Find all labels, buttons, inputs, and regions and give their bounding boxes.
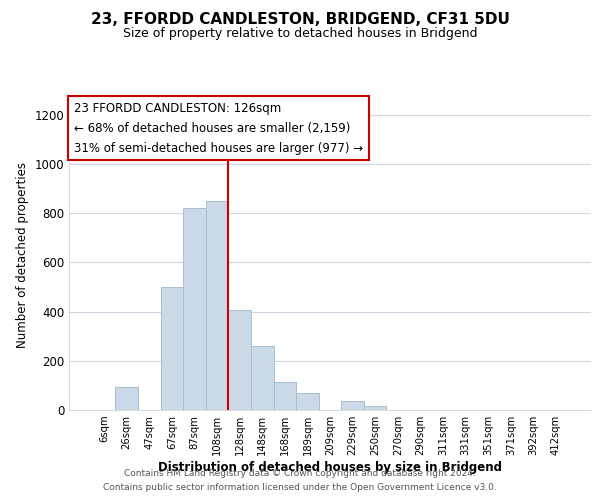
- Y-axis label: Number of detached properties: Number of detached properties: [16, 162, 29, 348]
- Bar: [251, 346, 274, 410]
- Bar: [296, 393, 319, 410]
- Text: Contains public sector information licensed under the Open Government Licence v3: Contains public sector information licen…: [103, 484, 497, 492]
- Bar: [183, 208, 206, 410]
- Bar: [161, 287, 183, 410]
- Bar: [229, 310, 251, 410]
- Text: 23, FFORDD CANDLESTON, BRIDGEND, CF31 5DU: 23, FFORDD CANDLESTON, BRIDGEND, CF31 5D…: [91, 12, 509, 28]
- Bar: [341, 402, 364, 410]
- Text: Size of property relative to detached houses in Bridgend: Size of property relative to detached ho…: [123, 28, 477, 40]
- X-axis label: Distribution of detached houses by size in Bridgend: Distribution of detached houses by size …: [158, 461, 502, 474]
- Bar: [206, 201, 229, 410]
- Bar: [274, 382, 296, 410]
- Bar: [115, 386, 138, 410]
- Text: Contains HM Land Registry data © Crown copyright and database right 2024.: Contains HM Land Registry data © Crown c…: [124, 468, 476, 477]
- Bar: [364, 406, 386, 410]
- Text: 23 FFORDD CANDLESTON: 126sqm
← 68% of detached houses are smaller (2,159)
31% of: 23 FFORDD CANDLESTON: 126sqm ← 68% of de…: [74, 102, 364, 154]
